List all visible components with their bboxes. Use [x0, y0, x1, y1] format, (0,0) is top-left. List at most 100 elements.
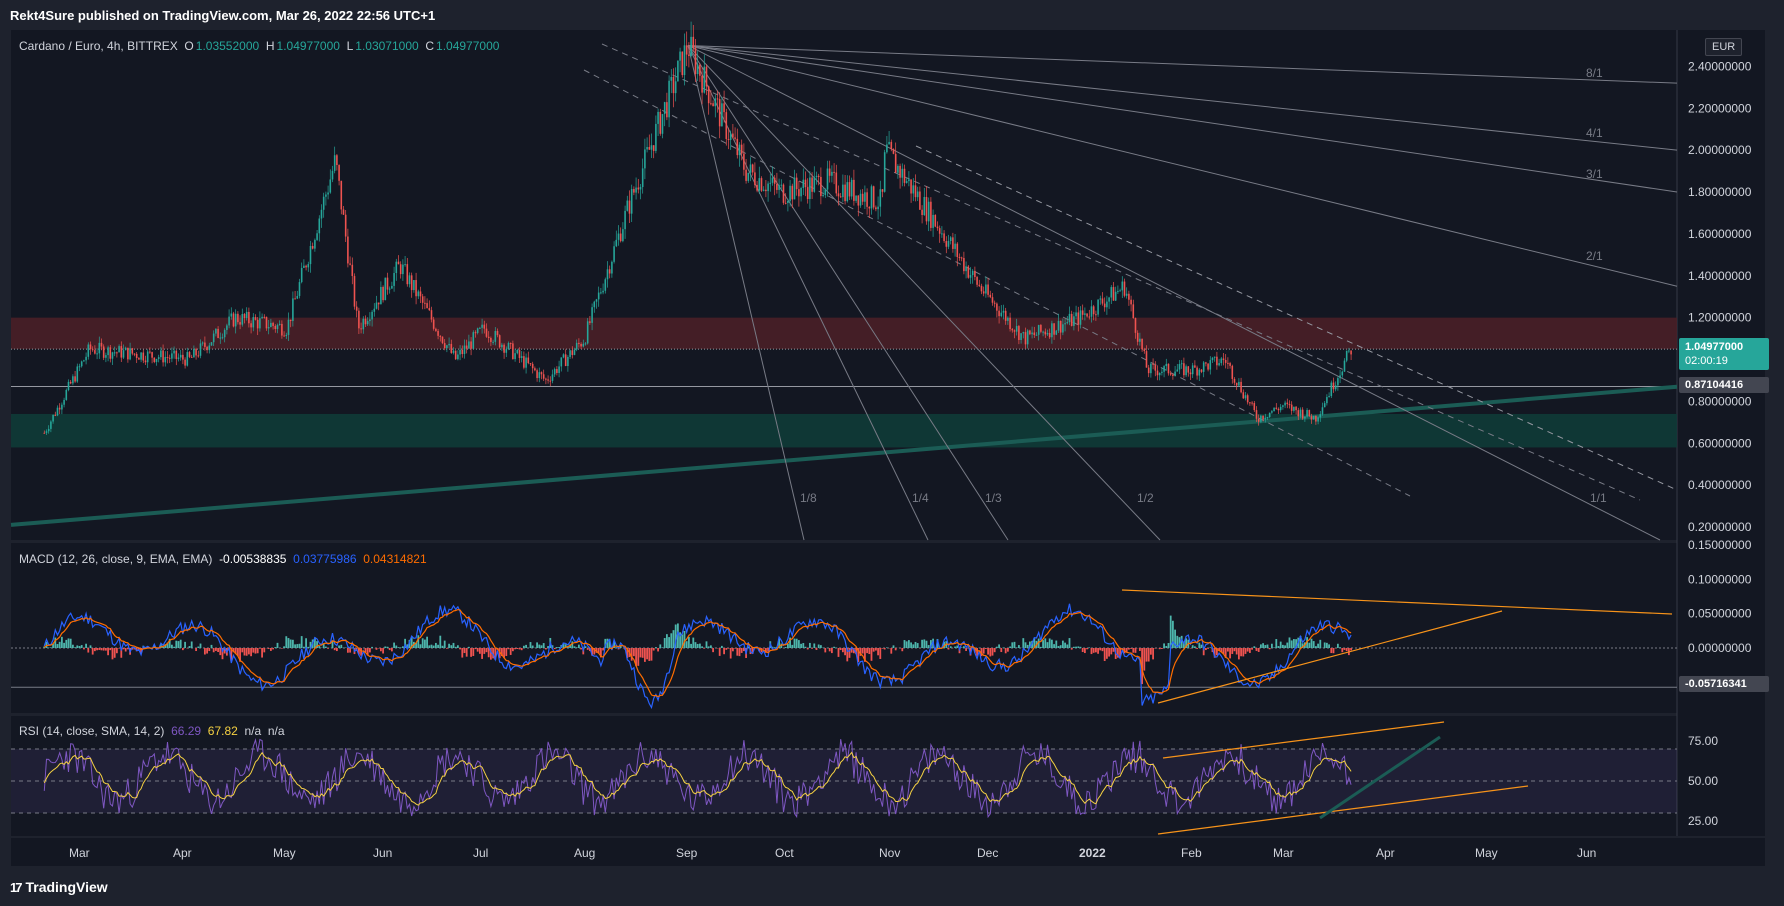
macd-hist-bar — [85, 643, 87, 648]
macd-hist-bar — [839, 648, 842, 651]
macd-hist-bar — [544, 648, 547, 650]
symbol-title[interactable]: Cardano / Euro, 4h, BITTREX — [19, 39, 178, 53]
candle-body — [1244, 395, 1247, 399]
candle-body — [296, 295, 299, 299]
macd-hist-bar — [905, 641, 908, 648]
candle-body — [813, 177, 816, 192]
resistance-zone — [11, 317, 1677, 350]
rsi-ma-line — [43, 751, 1352, 806]
candle-body — [369, 319, 371, 322]
candle-body — [492, 341, 494, 343]
candle-body — [828, 168, 831, 176]
macd-hist-bar — [1057, 646, 1060, 648]
candle-body — [886, 144, 888, 153]
candle-body — [956, 243, 959, 258]
candle-body — [1268, 412, 1271, 418]
candle-body — [325, 194, 327, 197]
macd-hist-bar — [525, 644, 527, 648]
candle-body — [201, 342, 204, 344]
candle-body — [261, 316, 263, 319]
candle-body — [69, 381, 72, 384]
candle-body — [1222, 358, 1225, 360]
macd-hist-bar — [1160, 648, 1163, 649]
macd-hist-bar — [1328, 644, 1330, 648]
candle-body — [470, 341, 472, 349]
candle-body — [626, 200, 629, 211]
macd-hist-bar — [995, 646, 998, 648]
candle-body — [127, 347, 129, 360]
macd-hist-bar — [1044, 638, 1047, 648]
macd-hist-bar — [670, 633, 673, 648]
macd-title[interactable]: MACD (12, 26, close, 9, EMA, EMA) — [19, 552, 213, 566]
candle-body — [921, 209, 923, 215]
macd-hist-bar — [247, 648, 250, 655]
macd-hist-bar — [1167, 643, 1170, 648]
macd-hist-bar — [626, 648, 629, 659]
macd-hist-bar — [349, 648, 351, 653]
macd-hist-bar — [410, 637, 413, 648]
candle-body — [155, 358, 158, 363]
macd-hist-bar — [762, 648, 765, 649]
macd-hist-bar — [659, 644, 662, 648]
macd-hist-bar — [461, 648, 464, 658]
macd-hist-bar — [844, 648, 846, 656]
time-axis-label: May — [273, 846, 296, 860]
candle-body — [188, 352, 191, 357]
candle-body — [639, 187, 642, 190]
candle-body — [120, 346, 123, 358]
candle-body — [474, 332, 477, 334]
macd-hist-bar — [954, 646, 956, 648]
candle-body — [1048, 333, 1051, 338]
macd-hist-bar — [87, 648, 90, 653]
candle-body — [855, 195, 857, 201]
tradingview-logo-icon: 17 — [10, 880, 23, 895]
macd-hist-bar — [921, 639, 923, 648]
candle-body — [987, 284, 989, 295]
candle-body — [844, 184, 846, 202]
candle-body — [1211, 357, 1214, 361]
candle-body — [1059, 320, 1062, 333]
macd-hist-bar — [1288, 637, 1291, 648]
rsi-legend: RSI (14, close, SMA, 14, 2) 66.29 67.82 … — [19, 724, 285, 738]
macd-hist-bar — [778, 638, 780, 648]
macd-hist-bar — [1332, 648, 1335, 654]
candle-body — [1004, 310, 1007, 321]
candle-body — [1088, 316, 1091, 318]
rsi-pane — [11, 716, 1677, 836]
candle-body — [652, 145, 655, 151]
candle-body — [109, 347, 112, 359]
candle-body — [976, 277, 978, 285]
candle-body — [1207, 363, 1209, 370]
currency-label[interactable]: EUR — [1705, 38, 1743, 56]
candle-body — [776, 183, 778, 190]
candle-body — [1007, 317, 1009, 321]
candle-body — [1260, 415, 1262, 422]
macd-hist-bar — [569, 644, 571, 648]
macd-hist-bar — [60, 636, 63, 648]
candle-body — [800, 187, 802, 197]
gann-fan-label: 4/1 — [1586, 126, 1603, 140]
macd-hist-bar — [1116, 648, 1119, 658]
macd-hist-bar — [375, 648, 378, 650]
candle-body — [1143, 349, 1146, 352]
candle-body — [1090, 306, 1093, 317]
tradingview-logo[interactable]: 17 TradingView — [10, 879, 108, 895]
macd-hist-bar — [591, 648, 593, 656]
candle-body — [661, 114, 664, 134]
candle-body — [573, 349, 576, 355]
macd-hist-bar — [1028, 641, 1031, 648]
rsi-title[interactable]: RSI (14, close, SMA, 14, 2) — [19, 724, 165, 738]
macd-hist-bar — [1180, 635, 1183, 648]
macd-hist-bar — [584, 646, 587, 648]
candle-body — [1044, 331, 1047, 335]
macd-hist-bar — [146, 646, 149, 648]
macd-hist-bar — [1255, 648, 1258, 651]
candle-body — [206, 346, 208, 351]
candle-body — [1022, 332, 1025, 334]
candle-body — [294, 298, 296, 300]
candle-body — [1031, 332, 1033, 335]
candle-body — [657, 111, 659, 124]
candle-body — [221, 337, 224, 339]
macd-hist-bar — [973, 648, 976, 653]
